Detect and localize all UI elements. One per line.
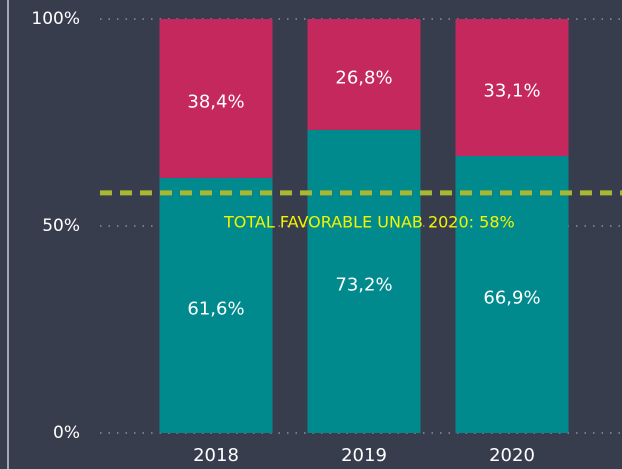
data-label: 61,6% [187,298,244,319]
bar-segment [455,19,569,157]
data-label: 73,2% [335,274,392,295]
bar-segment [159,177,273,433]
reference-label: TOTAL FAVORABLE UNAB 2020: 58% [223,212,515,231]
bar-segment [307,19,421,130]
data-label: 26,8% [335,67,392,88]
y-tick-label: 100% [31,9,80,29]
x-tick-label: 2019 [341,445,387,466]
x-tick-label: 2020 [489,445,535,466]
data-label: 38,4% [187,91,244,112]
bar-segment [307,129,421,433]
data-label: 66,9% [483,288,540,309]
y-tick-label: 50% [42,216,80,236]
bar-segment [455,156,569,433]
bar-segment [159,19,273,178]
y-tick-label: 0% [53,423,80,443]
data-label: 33,1% [483,81,540,102]
x-tick-label: 2018 [193,445,239,466]
